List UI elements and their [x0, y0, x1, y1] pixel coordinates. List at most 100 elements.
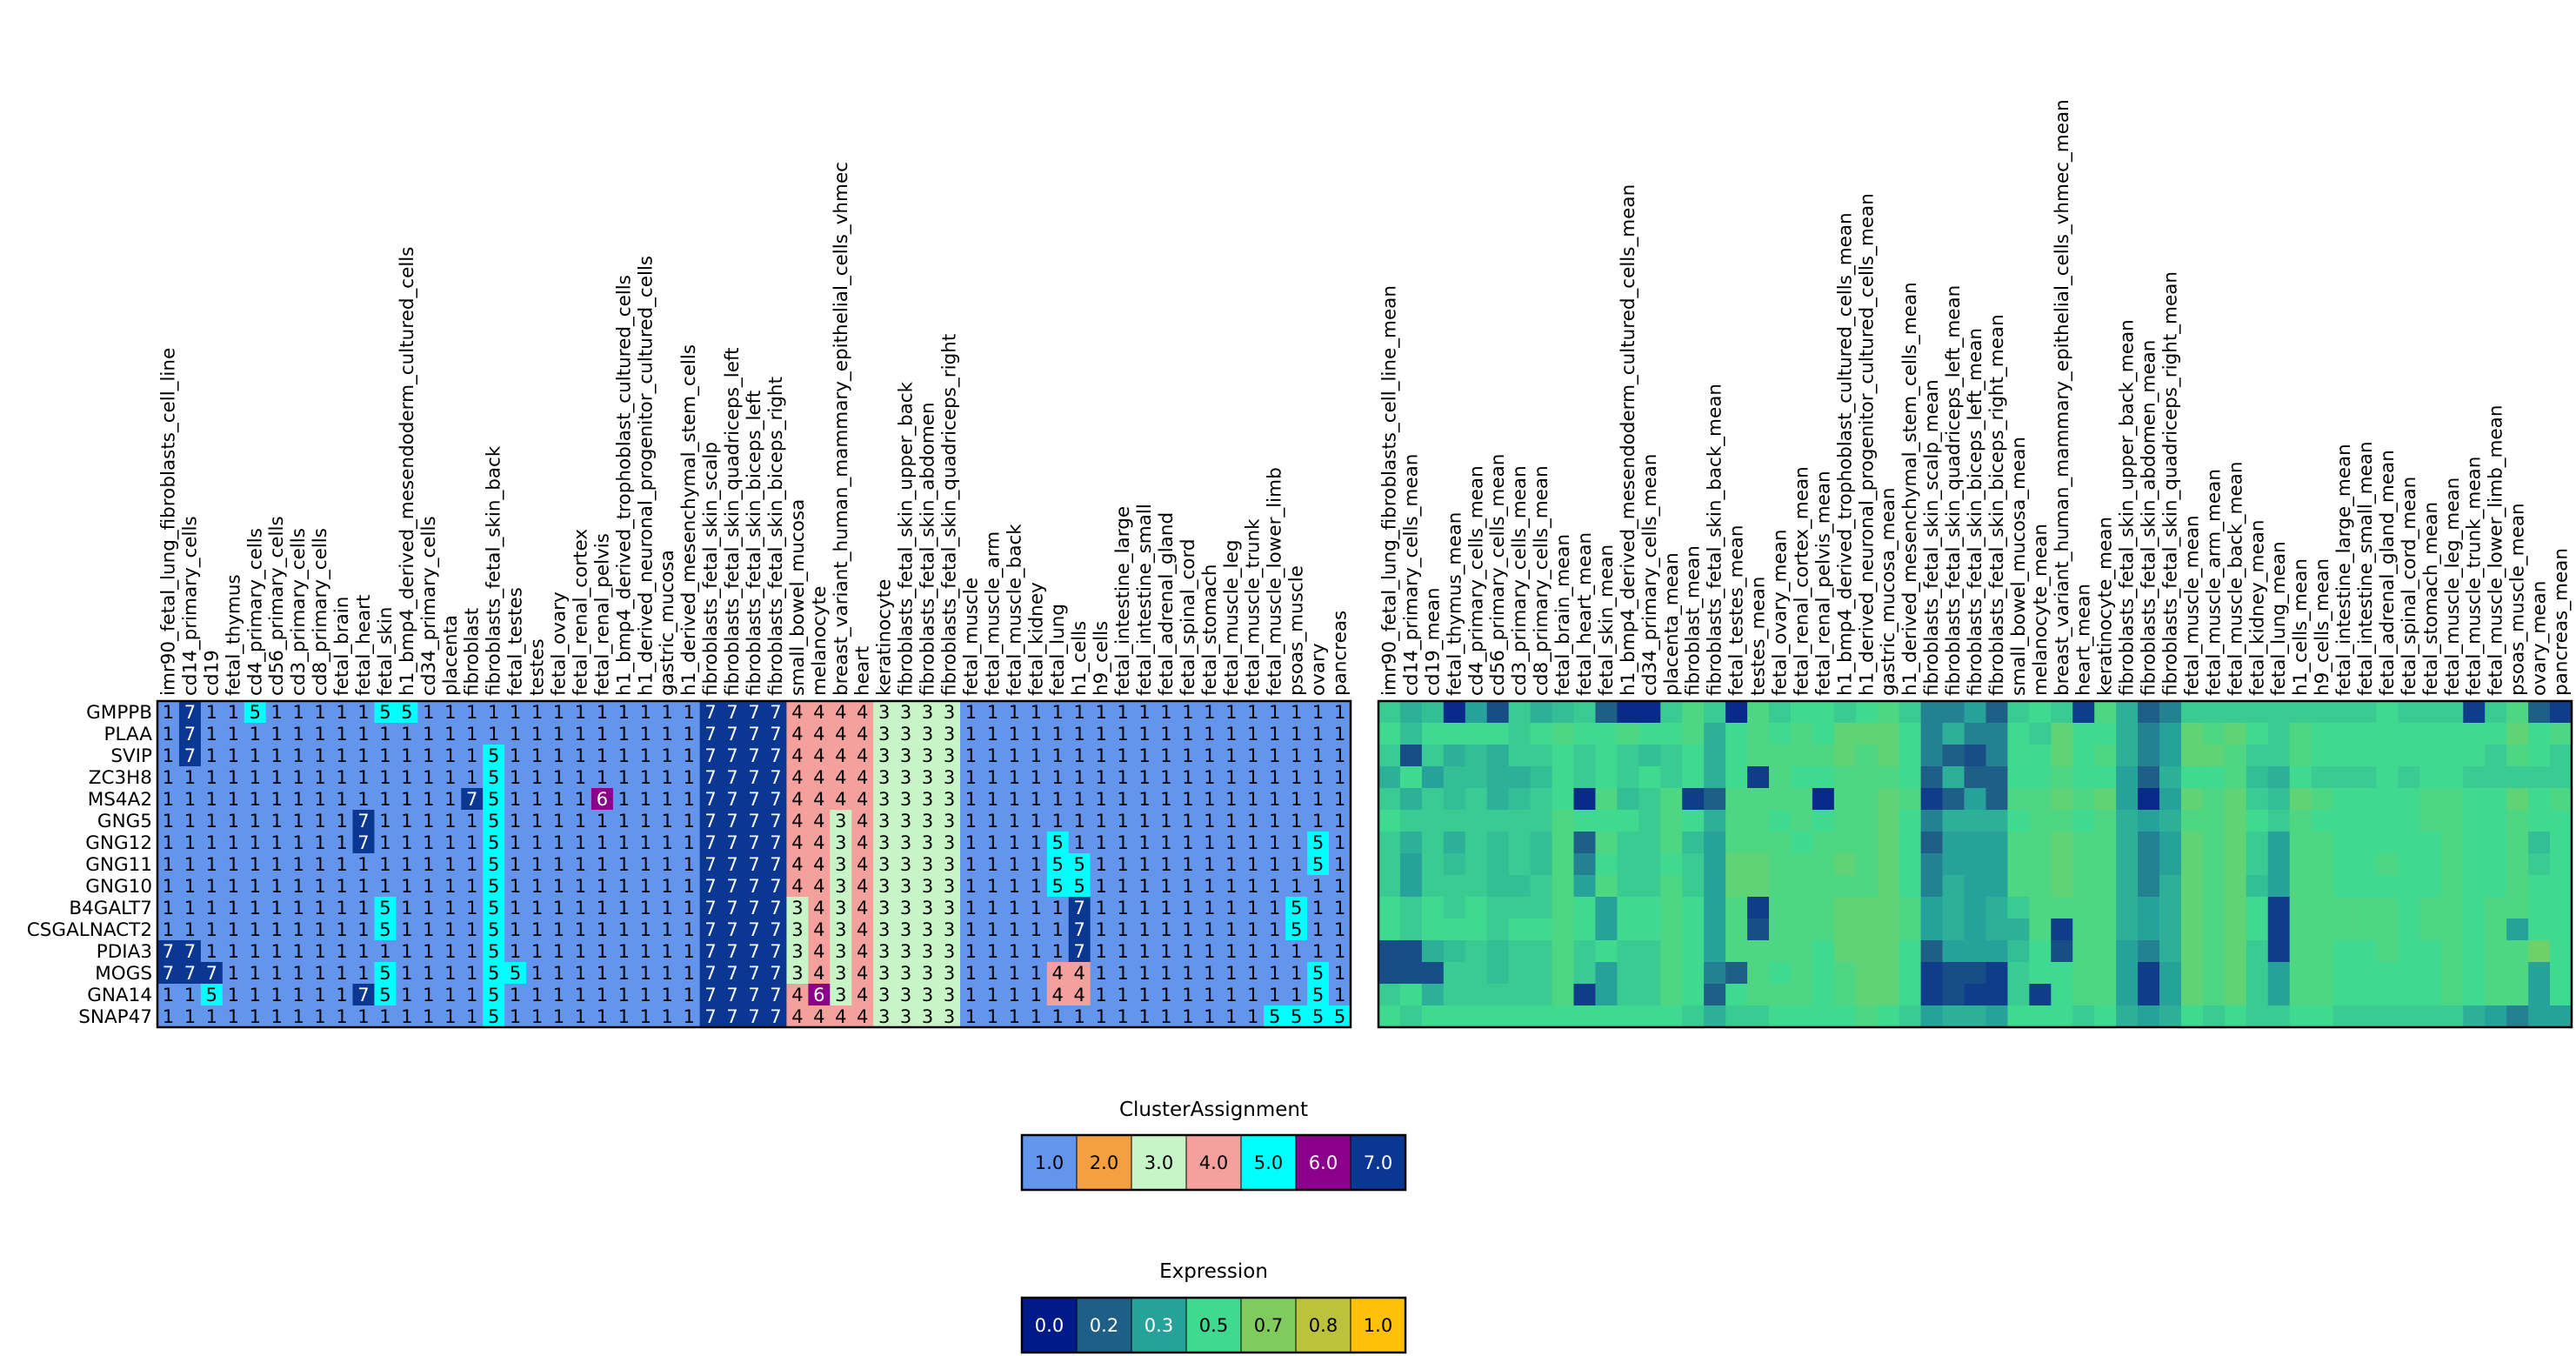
cluster-cell-label: 3 [922, 789, 933, 810]
expression-cell [2332, 940, 2355, 963]
expression-cell [2072, 723, 2095, 745]
row-labels: GMPPBPLAASVIPZC3H8MS4A2GNG5GNG12GNG11GNG… [27, 702, 153, 1028]
cluster-cell-label: 1 [1182, 854, 1193, 875]
expression-cell [2550, 832, 2573, 854]
cluster-cell [569, 701, 592, 724]
expression-cell [2289, 745, 2312, 767]
cluster-column-label: fetal_ovary [548, 591, 570, 696]
cluster-cell [200, 701, 224, 724]
cluster-column-label: fibroblasts_fetal_skin_biceps_left [744, 391, 765, 696]
cluster-cell-label: 1 [184, 985, 196, 1005]
cluster-cell-label: 1 [1095, 963, 1106, 984]
expression-cell [1747, 701, 1770, 724]
cluster-cell [1133, 832, 1156, 854]
mean-column-label: fibroblasts_fetal_skin_quadriceps_left_m… [1943, 285, 1965, 696]
cluster-cell [439, 832, 462, 854]
cluster-cell [656, 810, 679, 832]
cluster-cell [1307, 853, 1330, 876]
expression-cell [2051, 853, 2073, 876]
cluster-cell [1133, 745, 1156, 767]
cluster-cell [1264, 766, 1286, 789]
cluster-cell-label: 4 [813, 789, 824, 810]
cluster-column-label: h1_bmp4_derived_mesendoderm_cultured_cel… [397, 247, 418, 696]
cluster-cell [1155, 853, 1178, 876]
cluster-cell [677, 745, 701, 767]
expression-cell [1530, 962, 1552, 985]
expression-cell [1704, 745, 1726, 767]
cluster-cell-label: 1 [1073, 745, 1084, 766]
expression-cell [2550, 766, 2573, 789]
expression-cell [2180, 810, 2204, 832]
expression-cell [2224, 918, 2247, 941]
cluster-cell-label: 1 [314, 985, 325, 1005]
cluster-cell [808, 853, 831, 876]
expression-cell [1790, 788, 1813, 811]
cluster-cell-label: 1 [357, 745, 369, 766]
cluster-cell-label: 1 [314, 745, 325, 766]
cluster-cell [352, 788, 375, 811]
cluster-cell-label: 1 [662, 941, 673, 962]
cluster-cell [938, 723, 961, 745]
cluster-cell-label: 3 [878, 898, 890, 918]
cluster-cell-label: 1 [575, 941, 586, 962]
expression-cell [2116, 984, 2139, 1006]
expression-cell [1660, 701, 1683, 724]
expression-cell [1399, 810, 1423, 832]
cluster-cell-label: 1 [423, 919, 434, 940]
cluster-cell-label: 1 [1095, 702, 1106, 723]
expression-cell [1682, 853, 1705, 876]
expression-cell [1833, 723, 1857, 745]
cluster-cell-label: 4 [791, 789, 803, 810]
expression-cell [1704, 788, 1726, 811]
cluster-cell [1046, 723, 1070, 745]
cluster-cell-label: 1 [1291, 702, 1302, 723]
cluster-cell-label: 1 [336, 985, 347, 1005]
cluster-cell [1198, 701, 1221, 724]
cluster-cell-label: 1 [1160, 767, 1171, 788]
expression-cell [2550, 723, 2573, 745]
expression-cell [1399, 788, 1423, 811]
cluster-column-label: fibroblasts_fetal_skin_quadriceps_left [722, 347, 744, 696]
cluster-cell-label: 1 [597, 854, 608, 875]
expression-cell [2376, 745, 2399, 767]
mean-column-label: pancreas_mean [2551, 548, 2573, 696]
cluster-cell-label: 1 [1138, 919, 1150, 940]
cluster-cell-label: 7 [726, 832, 737, 853]
cluster-cell-label: 7 [704, 919, 716, 940]
cluster-cell-label: 1 [510, 1006, 521, 1027]
cluster-cell [656, 788, 679, 811]
cluster-cell-label: 1 [250, 767, 261, 788]
expression-cell [1899, 897, 1922, 919]
expression-cell [1855, 897, 1879, 919]
cluster-cell-label: 7 [357, 811, 369, 832]
expression-cell [2007, 745, 2030, 767]
cluster-cell-label: 1 [1009, 941, 1020, 962]
cluster-cell [483, 745, 505, 767]
cluster-cell [1220, 766, 1243, 789]
cluster-cell [178, 723, 202, 745]
expression-cell [2550, 853, 2573, 876]
cluster-cell-label: 1 [683, 1006, 694, 1027]
cluster-cell-label: 1 [1160, 876, 1171, 897]
cluster-cell-label: 1 [1052, 811, 1064, 832]
expression-cell [1833, 832, 1857, 854]
expression-cell [1964, 984, 1986, 1006]
expression-cell [1465, 745, 1488, 767]
cluster-cell-label: 1 [662, 985, 673, 1005]
expression-cell [2506, 832, 2529, 854]
cluster-cell [157, 766, 180, 789]
expression-cell [2441, 1005, 2464, 1028]
cluster-cell-label: 1 [1138, 767, 1150, 788]
expression-cell [1899, 788, 1922, 811]
expression-cell [2289, 962, 2312, 985]
cluster-cell-label: 4 [857, 724, 868, 745]
expression-cell [1378, 984, 1401, 1006]
expression-cell [1790, 745, 1813, 767]
cluster-cell-label: 5 [488, 919, 499, 940]
expression-cell [2246, 918, 2269, 941]
cluster-cell-label: 5 [510, 963, 521, 984]
cluster-cell-label: 1 [488, 724, 499, 745]
cluster-cell-label: 1 [575, 854, 586, 875]
expression-cell [2267, 832, 2291, 854]
cluster-cell [851, 853, 874, 876]
